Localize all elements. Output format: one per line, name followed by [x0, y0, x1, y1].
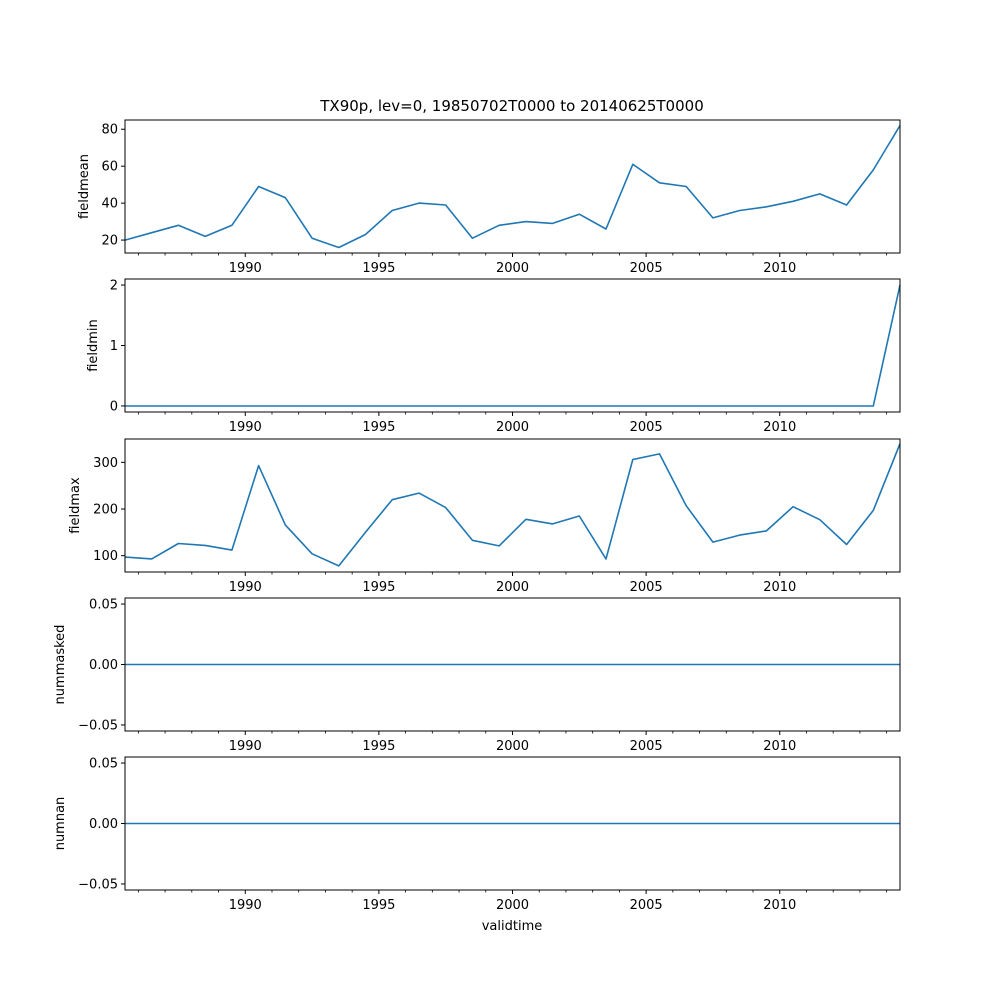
fieldmean-y-tick-label: 20 [101, 234, 118, 249]
numnan-y-tick-label: 0.00 [89, 817, 118, 832]
fieldmean-y-axis-label: fieldmean [77, 154, 92, 219]
fieldmax-series-line [124, 443, 901, 567]
x-tick-label: 2005 [630, 898, 663, 913]
x-tick-label: 1995 [362, 739, 395, 754]
x-tick-label: 1995 [362, 898, 395, 913]
fieldmax-y-tick-label: 100 [93, 549, 118, 564]
x-tick-label: 2000 [496, 739, 529, 754]
x-tick-label: 1990 [229, 739, 262, 754]
numnan-y-axis-label: numnan [53, 797, 68, 851]
x-tick-label: 2010 [763, 739, 796, 754]
fieldmin-series-line [125, 284, 901, 407]
fieldmin-y-axis-label: fieldmin [86, 319, 101, 372]
x-tick-label: 2000 [496, 420, 529, 435]
fieldmin-y-tick-label: 0 [110, 399, 118, 414]
fieldmax-y-axis-label: fieldmax [68, 477, 83, 534]
x-tick-label: 2010 [763, 580, 796, 595]
x-tick-label: 2005 [630, 261, 663, 276]
x-tick-label: 2000 [496, 261, 529, 276]
numnan-y-tick-label: 0.05 [89, 757, 118, 772]
x-axis-label: validtime [482, 919, 543, 934]
x-tick-label: 1990 [229, 580, 262, 595]
x-tick-label: 1995 [362, 420, 395, 435]
subplots: 20 40 60 80 1990 1995 2000 2005 2010 fieldmean 0 1 2… [53, 119, 901, 913]
x-tick-label: 2010 [763, 898, 796, 913]
fieldmax-y-tick-label: 200 [93, 503, 118, 518]
x-tick-label: 1990 [229, 898, 262, 913]
subplot-numnan: −0.05 0.00 0.05 1990 1995 2000 2005 2010 numnan [53, 756, 901, 913]
fieldmin-y-tick-label: 1 [110, 339, 118, 354]
fieldmean-axes-frame [124, 119, 901, 254]
fieldmean-series-line [124, 125, 901, 249]
nummasked-y-axis-label: nummasked [53, 625, 68, 705]
fieldmin-y-tick-label: 2 [110, 279, 118, 294]
nummasked-y-tick-label: 0.00 [89, 658, 118, 673]
x-tick-label: 2010 [763, 261, 796, 276]
x-tick-label: 2000 [496, 580, 529, 595]
subplot-fieldmean: 20 40 60 80 1990 1995 2000 2005 2010 fieldmean [77, 119, 901, 276]
nummasked-y-tick-label: 0.05 [89, 598, 118, 613]
x-tick-label: 1990 [229, 261, 262, 276]
fieldmax-y-tick-label: 300 [93, 456, 118, 471]
subplot-fieldmin: 0 1 2 1990 1995 2000 2005 2010 fieldmin [86, 278, 901, 435]
x-tick-label: 2005 [630, 420, 663, 435]
x-tick-label: 2000 [496, 898, 529, 913]
x-tick-label: 1995 [362, 580, 395, 595]
x-tick-label: 1990 [229, 420, 262, 435]
x-tick-label: 1995 [362, 261, 395, 276]
x-tick-label: 2005 [630, 580, 663, 595]
fieldmax-axes-frame [124, 438, 901, 573]
fieldmean-y-tick-label: 80 [101, 123, 118, 138]
numnan-y-tick-label: −0.05 [78, 877, 118, 892]
subplot-fieldmax: 100 200 300 1990 1995 2000 2005 2010 fieldmax [68, 438, 901, 595]
chart-title: TX90p, lev=0, 19850702T0000 to 20140625T… [319, 97, 703, 115]
x-tick-label: 2005 [630, 739, 663, 754]
x-tick-label: 2010 [763, 420, 796, 435]
fieldmean-y-tick-label: 40 [101, 197, 118, 212]
subplot-nummasked: −0.05 0.00 0.05 1990 1995 2000 2005 2010 nummask… [53, 597, 901, 754]
fieldmin-axes-frame [124, 278, 901, 413]
nummasked-y-tick-label: −0.05 [78, 718, 118, 733]
fieldmean-y-tick-label: 60 [101, 160, 118, 175]
